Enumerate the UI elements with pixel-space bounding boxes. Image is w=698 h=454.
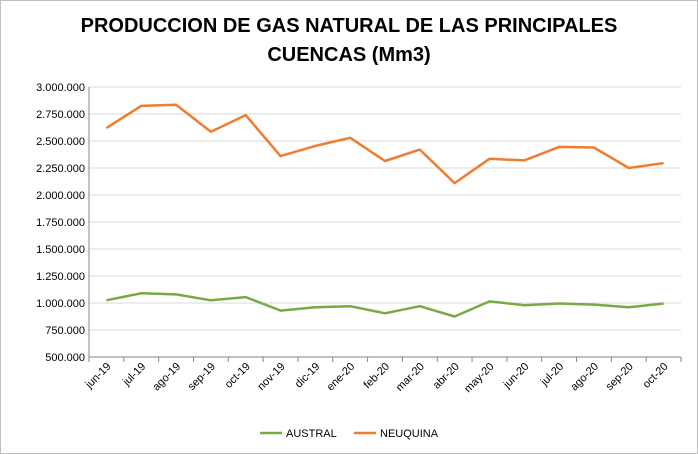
x-tick-labels: jun-19 jul-19 ago-19 sep-19 oct-19 nov-19 dic-… <box>83 361 671 395</box>
x-tick-label: mar-20 <box>394 361 427 394</box>
y-tick-label: 1.000.000 <box>36 298 85 310</box>
y-tick-label: 2.000.000 <box>36 190 85 202</box>
x-tick-label: ago-19 <box>150 361 183 394</box>
y-tick-label: 3.000.000 <box>36 82 85 94</box>
x-tick-label: abr-20 <box>431 361 462 392</box>
y-tick-label: 2.250.000 <box>36 163 85 175</box>
x-tick-label: jul-19 <box>120 361 148 389</box>
x-tick-label: oct-19 <box>223 361 253 391</box>
x-tick-label: nov-19 <box>255 361 287 393</box>
y-tick-label: 750.000 <box>45 325 85 337</box>
chart-title: PRODUCCION DE GAS NATURAL DE LAS PRINCIP… <box>0 12 698 70</box>
y-tick-label: 1.500.000 <box>36 244 85 256</box>
series-lines <box>105 103 664 318</box>
x-tick-label: sep-20 <box>604 361 636 393</box>
x-tick-label: oct-20 <box>641 361 671 391</box>
legend: AUSTRAL NEUQUINA <box>260 428 439 440</box>
x-tick-label: sep-19 <box>186 361 218 393</box>
x-tick-label: feb-20 <box>362 361 393 392</box>
chart-title-line-1: PRODUCCION DE GAS NATURAL DE LAS PRINCIP… <box>80 15 618 37</box>
y-tick-labels: 500.000 750.000 1.000.000 1.250.000 1.500.00… <box>36 82 85 364</box>
series-line-austral <box>106 292 664 318</box>
x-tick-label: ago-20 <box>568 361 601 394</box>
y-tick-label: 2.750.000 <box>36 109 85 121</box>
x-tick-label: jun-19 <box>83 361 114 392</box>
axes <box>88 87 682 362</box>
x-tick-label: dic-19 <box>293 361 323 391</box>
x-tick-label: ene-20 <box>325 361 358 394</box>
x-tick-label: jun-20 <box>501 361 532 392</box>
legend-label-neuquina: NEUQUINA <box>380 428 439 440</box>
y-tick-label: 2.500.000 <box>36 136 85 148</box>
series-line-neuquina <box>105 103 664 185</box>
gridlines <box>89 86 681 331</box>
y-tick-label: 1.250.000 <box>36 271 85 283</box>
x-tick-label: jul-20 <box>538 361 566 389</box>
y-tick-label: 500.000 <box>45 352 85 364</box>
y-tick-label: 1.750.000 <box>36 217 85 229</box>
chart-title-line-2: CUENCAS (Mm3) <box>267 44 431 66</box>
legend-label-austral: AUSTRAL <box>286 428 337 440</box>
x-tick-label: may-20 <box>462 361 496 395</box>
